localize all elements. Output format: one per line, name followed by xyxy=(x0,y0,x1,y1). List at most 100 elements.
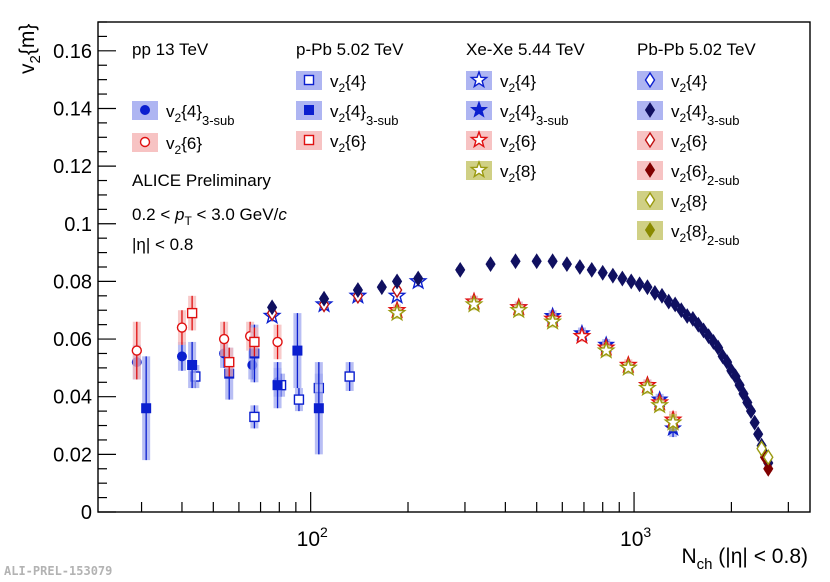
data-point xyxy=(485,256,496,273)
legend-marker xyxy=(303,74,315,86)
x-axis-label: Nch (|η| < 0.8) xyxy=(681,545,808,573)
data-point xyxy=(650,395,670,414)
series-pp-13-tev-v2-4-3-sub xyxy=(131,339,283,397)
pt-range-label: 0.2 < pT < 3.0 GeV/c xyxy=(132,205,287,228)
data-point xyxy=(717,348,728,365)
data-point xyxy=(722,354,733,371)
x-tick-labels: 102 103 xyxy=(297,524,652,551)
y-tick-labels: 0 0.02 0.04 0.06 0.08 0.1 0.12 0.14 0.16 xyxy=(53,41,92,524)
x-tick-label: 102 xyxy=(297,524,328,551)
legend-label: v2{6} xyxy=(500,132,536,155)
eta-range-label: |η| < 0.8 xyxy=(132,235,193,254)
y-tick-label: 0.1 xyxy=(64,214,92,236)
data-point xyxy=(597,264,608,281)
data-point xyxy=(763,460,774,477)
data-points xyxy=(131,253,774,477)
legend-label: v2{4} xyxy=(330,72,366,95)
legend-marker xyxy=(304,105,314,115)
series-xe-xe-5-44-tev-v2-8- xyxy=(387,294,683,432)
series-pb-pb-5-02-tev-v2-8- xyxy=(756,440,774,466)
legend-label: v2{4}3-sub xyxy=(500,102,569,128)
legend-label: v2{4}3-sub xyxy=(671,102,740,128)
y-tick-label: 0.12 xyxy=(53,156,92,178)
data-point xyxy=(293,394,305,405)
data-point xyxy=(352,282,364,298)
legend-marker xyxy=(644,131,656,149)
data-point xyxy=(224,356,235,368)
legend-group-title: pp 13 TeV xyxy=(132,40,209,59)
y-axis-label-main: v xyxy=(16,63,39,74)
data-point xyxy=(642,279,653,296)
series-pp-13-tev-v2-6- xyxy=(131,310,283,380)
axis-ticks xyxy=(98,21,789,513)
data-point xyxy=(313,403,324,414)
legend-marker xyxy=(469,129,489,149)
data-point xyxy=(455,261,466,278)
legend-label: v2{6} xyxy=(671,132,707,155)
series-pb-pb-5-02-tev-v2-4-3-sub xyxy=(267,253,774,471)
data-point xyxy=(141,403,152,414)
series-xe-xe-5-44-tev-v2-4-3-sub xyxy=(465,292,683,438)
legend-marker xyxy=(644,222,656,238)
data-point xyxy=(218,333,230,345)
legend-marker xyxy=(139,136,151,148)
data-point xyxy=(572,326,592,345)
data-point xyxy=(618,357,638,377)
series-p-pb-5-02-tev-v2-4- xyxy=(190,362,355,429)
data-point xyxy=(272,336,283,348)
data-point xyxy=(762,448,774,466)
data-point xyxy=(376,279,387,296)
data-point xyxy=(267,299,278,316)
data-point xyxy=(131,345,142,356)
legend: pp 13 TeV v2{4}3-sub v2{6} p-Pb 5.02 TeV v2{… xyxy=(132,40,756,248)
data-point xyxy=(713,339,724,356)
x-axis-label-main: N xyxy=(681,545,696,568)
legend-label: v2{8} xyxy=(671,192,707,215)
legend-label: v2{6}2-sub xyxy=(671,162,740,188)
data-point xyxy=(186,307,198,319)
legend-label: v2{6} xyxy=(330,132,366,155)
y-axis-label-rest: {m} xyxy=(16,24,39,56)
y-tick-label: 0.08 xyxy=(53,271,92,293)
data-point xyxy=(687,310,698,327)
data-point xyxy=(318,290,330,307)
y-tick-label: 0.14 xyxy=(53,98,92,120)
data-point xyxy=(249,411,260,423)
data-point xyxy=(344,371,355,382)
data-point xyxy=(391,281,403,299)
legend-marker xyxy=(469,69,489,89)
legend-group-title: p-Pb 5.02 TeV xyxy=(296,40,404,59)
data-point xyxy=(745,403,757,420)
alice-preliminary-label: ALICE Preliminary xyxy=(132,171,271,190)
legend-label: v2{6} xyxy=(166,134,202,157)
x-axis-label-rest: (|η| < 0.8) xyxy=(712,545,808,568)
legend-label: v2{8}2-sub xyxy=(671,222,740,248)
legend-marker xyxy=(303,134,315,146)
data-point xyxy=(749,414,760,431)
series-p-pb-5-02-tev-v2-4-3-sub xyxy=(141,313,324,461)
y-tick-label: 0.06 xyxy=(53,329,92,351)
legend-label: v2{8} xyxy=(500,162,536,185)
data-point xyxy=(663,412,683,431)
x-tick-label: 103 xyxy=(620,524,651,551)
data-point xyxy=(176,322,188,333)
data-point xyxy=(708,334,719,350)
data-point xyxy=(561,256,573,273)
data-point xyxy=(176,351,187,362)
legend-marker xyxy=(644,162,656,178)
legend-label: v2{4}3-sub xyxy=(166,102,235,128)
data-point xyxy=(509,300,529,319)
data-point xyxy=(413,270,424,287)
series-xe-xe-5-44-tev-v2-6- xyxy=(387,291,683,429)
data-point xyxy=(292,345,303,356)
data-point xyxy=(656,287,668,304)
legend-label: v2{4}3-sub xyxy=(330,102,399,128)
data-point xyxy=(637,378,657,397)
data-point xyxy=(586,261,597,278)
y-tick-label: 0.02 xyxy=(53,444,92,466)
data-point xyxy=(531,253,542,270)
figure-id-label: ALI-PREL-153079 xyxy=(4,564,113,578)
legend-marker xyxy=(644,71,656,89)
legend-group-title: Pb-Pb 5.02 TeV xyxy=(637,40,756,59)
